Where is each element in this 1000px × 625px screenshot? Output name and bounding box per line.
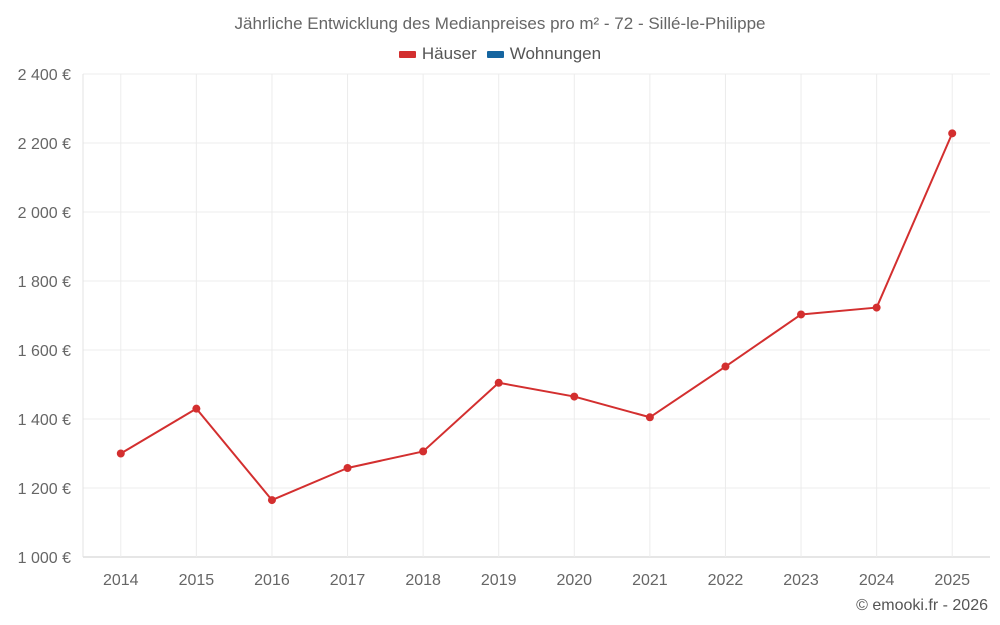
legend-label-wohnungen: Wohnungen [509, 44, 602, 63]
y-tick-label: 1 600 € [18, 343, 71, 360]
data-point[interactable] [872, 303, 881, 312]
x-tick-label: 2024 [859, 572, 895, 589]
y-tick-label: 2 400 € [18, 67, 71, 84]
series-line [120, 132, 954, 502]
x-tick-label: 2014 [103, 572, 139, 589]
x-axis-ticks: 2014 2015 2016 2017 2018 2019 2020 2021 2022 2023… [103, 572, 970, 589]
data-point[interactable] [797, 310, 806, 319]
x-tick-label: 2016 [254, 572, 290, 589]
data-point[interactable] [419, 447, 428, 456]
grid-lines [82, 73, 990, 558]
y-tick-label: 2 200 € [18, 136, 71, 153]
y-tick-label: 1 400 € [18, 412, 71, 429]
x-tick-label: 2020 [556, 572, 592, 589]
x-tick-label: 2018 [405, 572, 441, 589]
data-point[interactable] [570, 392, 579, 401]
data-point[interactable] [343, 463, 352, 472]
y-tick-label: 1 800 € [18, 274, 71, 291]
y-axis-ticks: 1 000 € 1 200 € 1 400 € 1 600 € 1 800 € 2 000… [18, 67, 71, 567]
data-point[interactable] [721, 362, 730, 371]
x-tick-label: 2022 [708, 572, 744, 589]
y-tick-label: 1 200 € [18, 481, 71, 498]
legend-item-wohnungen[interactable]: Wohnungen [486, 44, 602, 64]
legend-swatch-haeuser [398, 50, 416, 58]
series-layer [116, 129, 957, 505]
x-tick-label: 2019 [481, 572, 517, 589]
chart-title: Jährliche Entwicklung des Medianpreises … [234, 14, 766, 33]
data-point[interactable] [116, 449, 125, 458]
y-tick-label: 1 000 € [18, 550, 71, 567]
legend-label-haeuser: Häuser [421, 44, 477, 63]
data-point[interactable] [494, 378, 503, 387]
legend-swatch-wohnungen [486, 50, 504, 58]
chart-legend: Häuser Wohnungen [0, 44, 1000, 64]
x-tick-label: 2015 [179, 572, 215, 589]
credit-text: © emooki.fr - 2026 [856, 597, 988, 614]
data-point[interactable] [267, 496, 276, 505]
x-tick-label: 2025 [934, 572, 970, 589]
data-point[interactable] [948, 129, 957, 138]
data-point[interactable] [645, 413, 654, 422]
data-point[interactable] [192, 404, 201, 413]
x-tick-label: 2021 [632, 572, 668, 589]
y-tick-label: 2 000 € [18, 205, 71, 222]
legend-item-haeuser[interactable]: Häuser [398, 44, 477, 64]
x-tick-label: 2017 [330, 572, 366, 589]
x-tick-label: 2023 [783, 572, 819, 589]
